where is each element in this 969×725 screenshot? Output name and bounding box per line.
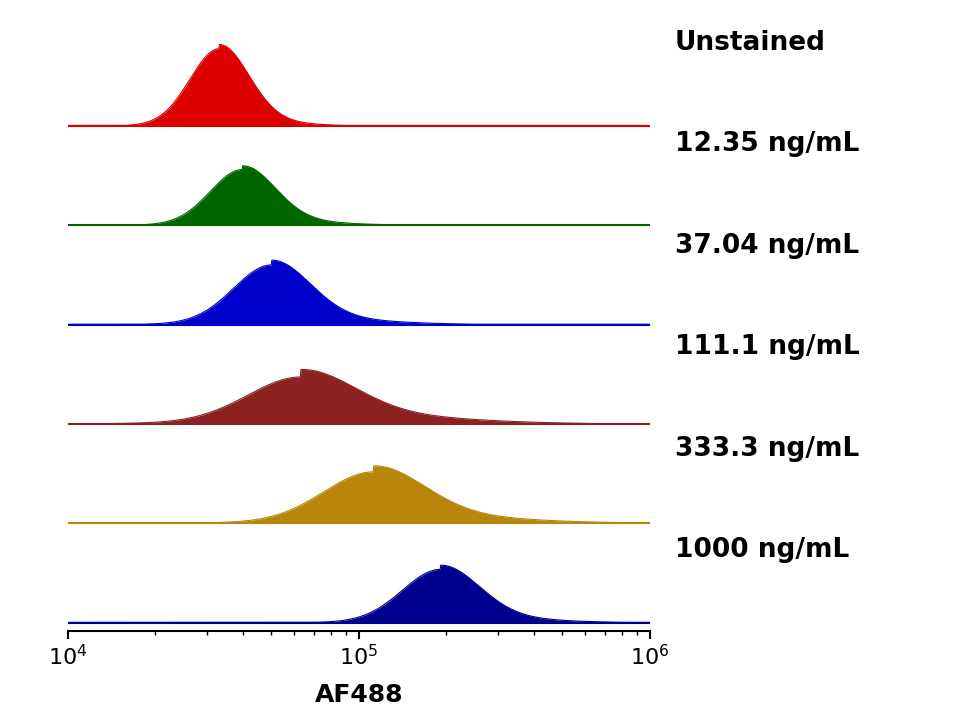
- Text: 12.35 ng/mL: 12.35 ng/mL: [674, 131, 859, 157]
- Text: 37.04 ng/mL: 37.04 ng/mL: [674, 233, 858, 259]
- Text: Unstained: Unstained: [674, 30, 825, 56]
- X-axis label: AF488: AF488: [314, 683, 403, 707]
- Text: 333.3 ng/mL: 333.3 ng/mL: [674, 436, 858, 462]
- Text: 1000 ng/mL: 1000 ng/mL: [674, 537, 848, 563]
- Text: 111.1 ng/mL: 111.1 ng/mL: [674, 334, 859, 360]
